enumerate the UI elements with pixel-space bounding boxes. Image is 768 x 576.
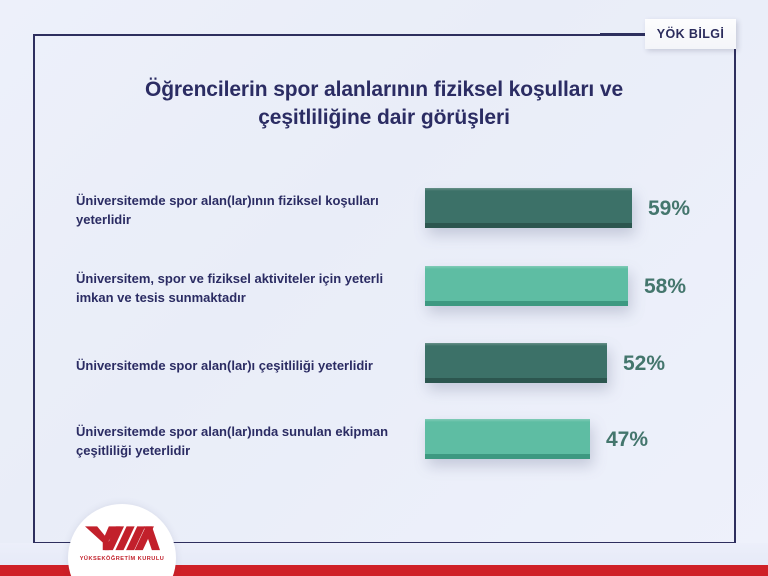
bar-1 [425,266,628,306]
bar-gloss [425,343,607,346]
bar-gloss [425,266,628,269]
bar-face [425,343,607,379]
bar-bottom-edge [425,301,628,306]
bar-face [425,419,590,455]
bar-gloss [425,188,632,191]
yok-logo-icon [85,526,160,551]
bar-value-label: 58% [644,275,687,298]
bar-track: 47% [425,419,725,465]
bar-value-label: 47% [606,428,649,451]
bar-track: 59% [425,188,725,234]
bar-track: 58% [425,266,725,312]
badge-label: YÖK BİLGİ [656,27,725,41]
chart-row: Üniversitemde spor alan(lar)ında sunulan… [33,411,736,473]
bar-0 [425,188,632,228]
bar-category-label: Üniversitemde spor alan(lar)ında sunulan… [76,424,389,458]
bar-category-label: Üniversitem, spor ve fiziksel aktivitele… [76,271,384,305]
bar-bottom-edge [425,378,607,383]
bar-bottom-edge [425,454,590,459]
bar-face [425,188,632,224]
bar-3 [425,419,590,459]
bar-face [425,266,628,302]
logo-caption: YÜKSEKÖĞRETİM KURULU [79,556,165,562]
chart-row: Üniversitemde spor alan(lar)ı çeşitliliğ… [33,335,736,397]
badge-connector-line [600,33,646,35]
badge-body: YÖK BİLGİ [645,19,736,49]
bar-category-label: Üniversitemde spor alan(lar)ının fizikse… [76,193,379,227]
yok-bilgi-badge: YÖK BİLGİ [645,19,736,49]
chart-row: Üniversitem, spor ve fiziksel aktivitele… [33,258,736,320]
chart-row: Üniversitemde spor alan(lar)ının fizikse… [33,180,736,242]
bar-value-label: 52% [623,352,666,375]
bar-2 [425,343,607,383]
bar-track: 52% [425,343,725,389]
footer-strip [0,543,768,565]
bar-category-label: Üniversitemde spor alan(lar)ı çeşitliliğ… [76,357,373,373]
bar-gloss [425,419,590,422]
footer-accent-bar [0,565,768,576]
bar-chart: Üniversitemde spor alan(lar)ının fizikse… [33,180,736,470]
page-title: Öğrencilerin spor alanlarının fiziksel k… [144,78,624,129]
bar-bottom-edge [425,223,632,228]
bar-value-label: 59% [648,197,691,220]
